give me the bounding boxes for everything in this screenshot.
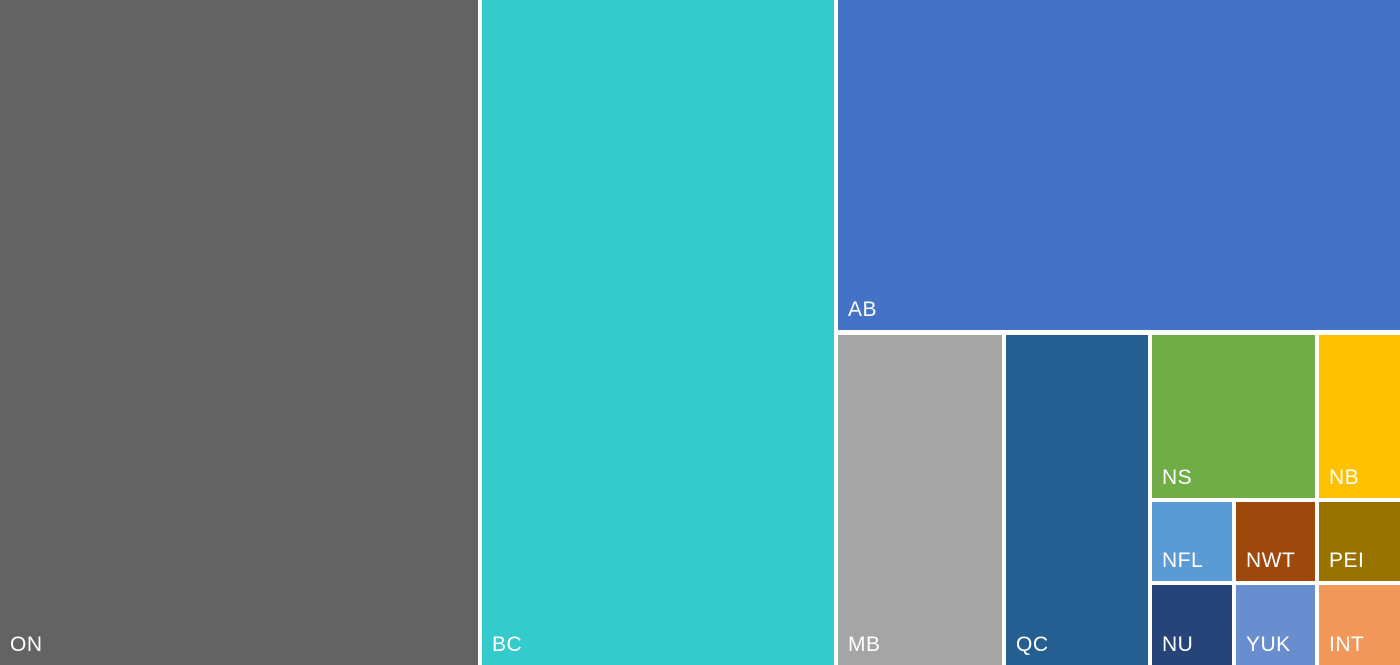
tile-label-on: ON: [10, 633, 43, 656]
treemap-tile-pei: PEI: [1319, 502, 1400, 581]
tile-label-nb: NB: [1329, 466, 1360, 489]
treemap-tile-ns: NS: [1152, 335, 1315, 498]
treemap-tile-qc: QC: [1006, 335, 1148, 665]
tile-label-pei: PEI: [1329, 549, 1365, 572]
tile-label-int: INT: [1329, 633, 1365, 656]
treemap-tile-nwt: NWT: [1236, 502, 1315, 581]
tile-label-nu: NU: [1162, 633, 1194, 656]
treemap-tile-bc: BC: [482, 0, 834, 665]
treemap-tile-on: ON: [0, 0, 478, 665]
tile-label-mb: MB: [848, 633, 881, 656]
tile-label-ab: AB: [848, 298, 878, 321]
tile-label-bc: BC: [492, 633, 523, 656]
tile-label-yuk: YUK: [1246, 633, 1291, 656]
treemap-tile-yuk: YUK: [1236, 585, 1315, 665]
tile-label-ns: NS: [1162, 466, 1193, 489]
treemap-tile-ab: AB: [838, 0, 1400, 330]
tile-label-nwt: NWT: [1246, 549, 1296, 572]
tile-label-nfl: NFL: [1162, 549, 1204, 572]
tile-label-qc: QC: [1016, 633, 1049, 656]
treemap-tile-nu: NU: [1152, 585, 1232, 665]
treemap-tile-nfl: NFL: [1152, 502, 1232, 581]
treemap-tile-nb: NB: [1319, 335, 1400, 498]
treemap-tile-int: INT: [1319, 585, 1400, 665]
treemap-tile-mb: MB: [838, 335, 1002, 665]
